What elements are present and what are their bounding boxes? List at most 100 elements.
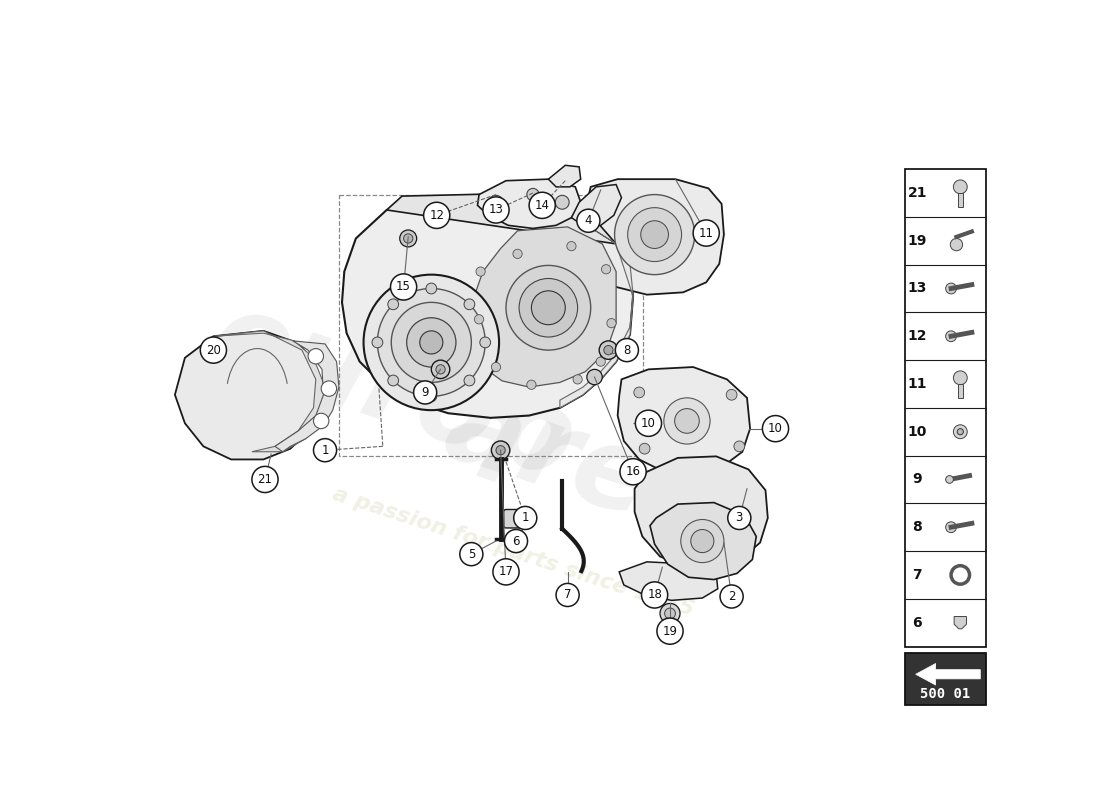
Circle shape <box>388 299 398 310</box>
Bar <box>958 384 962 398</box>
Polygon shape <box>342 206 634 418</box>
Circle shape <box>464 299 475 310</box>
Polygon shape <box>618 367 750 474</box>
Text: 11: 11 <box>908 377 927 391</box>
Circle shape <box>414 381 437 404</box>
Bar <box>958 193 962 207</box>
Text: ares: ares <box>431 370 730 562</box>
Text: 2: 2 <box>728 590 736 603</box>
Circle shape <box>957 429 964 435</box>
Polygon shape <box>473 227 616 387</box>
Circle shape <box>954 371 967 385</box>
Circle shape <box>483 197 509 223</box>
Circle shape <box>308 349 323 364</box>
Circle shape <box>639 443 650 454</box>
Text: 18: 18 <box>647 589 662 602</box>
Circle shape <box>476 267 485 276</box>
Text: 3: 3 <box>736 511 743 525</box>
Text: 10: 10 <box>908 425 927 438</box>
Circle shape <box>607 318 616 328</box>
Circle shape <box>404 234 412 243</box>
Circle shape <box>602 265 610 274</box>
Text: 19: 19 <box>908 234 927 248</box>
Text: 8: 8 <box>624 344 630 357</box>
Circle shape <box>321 381 337 396</box>
Circle shape <box>728 506 751 530</box>
Circle shape <box>946 522 957 533</box>
Circle shape <box>363 274 499 410</box>
Text: 15: 15 <box>396 281 411 294</box>
Circle shape <box>946 476 954 483</box>
Circle shape <box>691 530 714 553</box>
Circle shape <box>556 195 569 209</box>
Circle shape <box>496 446 505 455</box>
Circle shape <box>492 441 510 459</box>
Text: 6: 6 <box>513 534 520 547</box>
Circle shape <box>399 230 417 247</box>
Circle shape <box>492 362 500 372</box>
Circle shape <box>946 331 957 342</box>
Circle shape <box>641 582 668 608</box>
Circle shape <box>734 441 745 452</box>
Circle shape <box>954 425 967 438</box>
Text: 12: 12 <box>908 330 927 343</box>
Polygon shape <box>213 331 326 452</box>
Circle shape <box>531 291 565 325</box>
Circle shape <box>586 370 603 385</box>
Circle shape <box>420 331 443 354</box>
Circle shape <box>506 266 591 350</box>
Polygon shape <box>477 179 581 229</box>
Polygon shape <box>954 617 967 629</box>
Circle shape <box>634 387 645 398</box>
Polygon shape <box>387 193 616 244</box>
Circle shape <box>390 274 417 300</box>
Text: 9: 9 <box>421 386 429 399</box>
Circle shape <box>460 542 483 566</box>
Circle shape <box>505 530 528 553</box>
Text: a passion for parts since 1985: a passion for parts since 1985 <box>330 484 696 620</box>
Polygon shape <box>548 166 581 187</box>
Polygon shape <box>560 213 634 408</box>
Text: 21: 21 <box>908 186 927 200</box>
Text: europ: europ <box>199 281 590 502</box>
Text: 13: 13 <box>908 282 927 295</box>
Text: 21: 21 <box>257 473 273 486</box>
Circle shape <box>720 585 744 608</box>
Polygon shape <box>650 502 757 579</box>
Circle shape <box>252 466 278 493</box>
Text: 6: 6 <box>912 616 922 630</box>
Circle shape <box>519 278 578 337</box>
Circle shape <box>426 283 437 294</box>
Bar <box>339 194 644 456</box>
Text: 20: 20 <box>206 344 221 357</box>
Text: 10: 10 <box>768 422 783 435</box>
Polygon shape <box>175 331 319 459</box>
Text: 9: 9 <box>912 473 922 486</box>
Text: 4: 4 <box>584 214 592 227</box>
Circle shape <box>566 242 576 250</box>
Circle shape <box>573 374 582 384</box>
Polygon shape <box>572 185 621 226</box>
Circle shape <box>946 283 957 294</box>
Circle shape <box>557 583 579 606</box>
Circle shape <box>615 338 638 362</box>
Circle shape <box>431 360 450 378</box>
Circle shape <box>693 220 719 246</box>
Circle shape <box>513 250 522 258</box>
FancyBboxPatch shape <box>504 510 531 528</box>
Circle shape <box>314 414 329 429</box>
Circle shape <box>529 192 556 218</box>
Text: 11: 11 <box>698 226 714 239</box>
Circle shape <box>392 302 472 382</box>
Circle shape <box>604 346 613 354</box>
Text: 1: 1 <box>521 511 529 525</box>
Circle shape <box>762 415 789 442</box>
Circle shape <box>681 519 724 562</box>
Text: 13: 13 <box>488 203 504 217</box>
Circle shape <box>314 438 337 462</box>
Circle shape <box>514 506 537 530</box>
Polygon shape <box>915 663 980 685</box>
Circle shape <box>657 618 683 644</box>
Text: 7: 7 <box>564 589 571 602</box>
Circle shape <box>493 558 519 585</box>
